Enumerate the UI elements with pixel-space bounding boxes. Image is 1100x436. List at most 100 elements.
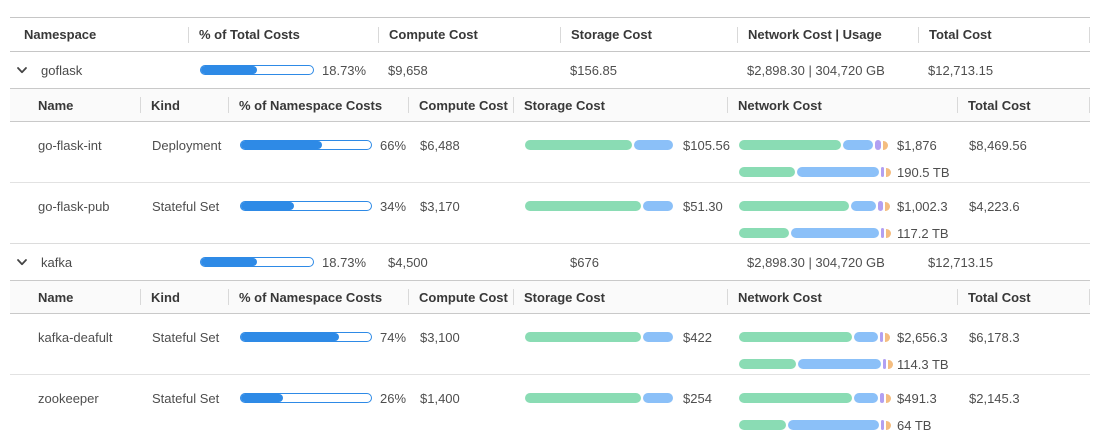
table-header-row: Namespace % of Total Costs Compute Cost … bbox=[10, 17, 1090, 52]
workload-header-row: Name Kind % of Namespace Costs Compute C… bbox=[10, 280, 1090, 314]
namespace-costs-progress-bar bbox=[240, 201, 372, 211]
network-usage-value: 114.3 TB bbox=[897, 356, 949, 372]
column-header-pct-namespace-costs: % of Namespace Costs bbox=[228, 89, 408, 121]
network-cost-value: $491.3 bbox=[897, 390, 937, 406]
storage-cost-value: $105.56 bbox=[683, 137, 730, 153]
namespace-name: goflask bbox=[41, 62, 83, 78]
total-costs-progress-bar bbox=[200, 257, 314, 267]
network-cost-bar-green-segment bbox=[739, 332, 852, 342]
total-cost-value: $4,223.6 bbox=[969, 198, 1020, 214]
compute-cost-value: $6,488 bbox=[420, 137, 460, 153]
namespace-row-kafka[interactable]: kafka 18.73% $4,500 $676 $2,898.30 | 304… bbox=[10, 244, 1090, 280]
workload-kind: Stateful Set bbox=[152, 390, 220, 406]
namespace-cost-table: Namespace % of Total Costs Compute Cost … bbox=[10, 17, 1090, 435]
chevron-down-icon[interactable] bbox=[15, 63, 29, 77]
workload-table: Name Kind % of Namespace Costs Compute C… bbox=[10, 88, 1090, 243]
total-cost-value: $6,178.3 bbox=[969, 329, 1020, 345]
network-cost-bar-blue-segment bbox=[853, 332, 878, 342]
overflow-arrow-icon bbox=[887, 359, 893, 369]
workload-table: Name Kind % of Namespace Costs Compute C… bbox=[10, 280, 1090, 435]
column-header-total-cost: Total Cost bbox=[957, 89, 1090, 121]
network-usage-bar-purple-segment bbox=[881, 228, 884, 238]
overflow-arrow-icon bbox=[886, 228, 891, 238]
namespace-row-goflask[interactable]: goflask 18.73% $9,658 $156.85 $2,898.30 … bbox=[10, 52, 1090, 88]
compute-cost-value: $1,400 bbox=[420, 390, 460, 406]
namespace-costs-percent: 66% bbox=[380, 137, 407, 153]
namespace-group-kafka: kafka 18.73% $4,500 $676 $2,898.30 | 304… bbox=[10, 243, 1090, 435]
storage-cost-bar bbox=[525, 332, 675, 342]
chevron-down-icon[interactable] bbox=[15, 255, 29, 269]
storage-cost-value: $156.85 bbox=[570, 62, 617, 78]
column-header-compute-cost: Compute Cost bbox=[408, 89, 513, 121]
workload-kind: Stateful Set bbox=[152, 198, 220, 214]
network-usage-bar bbox=[739, 420, 891, 430]
network-cost-usage-value: $2,898.30 | 304,720 GB bbox=[747, 62, 885, 78]
column-header-name: Name bbox=[38, 97, 74, 113]
column-header-namespace: Namespace bbox=[24, 27, 97, 42]
network-usage-value: 190.5 TB bbox=[897, 164, 950, 180]
compute-cost-value: $3,100 bbox=[420, 329, 460, 345]
total-costs-percent: 18.73% bbox=[322, 254, 367, 270]
total-cost-value: $12,713.15 bbox=[928, 254, 994, 270]
namespace-costs-progress-bar bbox=[240, 332, 372, 342]
workload-name: go-flask-pub bbox=[38, 198, 110, 214]
column-header-storage-cost: Storage Cost bbox=[513, 89, 727, 121]
storage-bar-blue-segment bbox=[633, 140, 673, 150]
workload-name: kafka-deafult bbox=[38, 329, 113, 345]
network-usage-bar-purple-segment bbox=[881, 420, 884, 430]
storage-cost-bar bbox=[525, 201, 675, 211]
column-header-name: Name bbox=[38, 289, 74, 305]
network-cost-value: $1,002.3 bbox=[897, 198, 948, 214]
storage-cost-value: $676 bbox=[570, 254, 599, 270]
network-cost-bar bbox=[739, 332, 890, 342]
storage-bar-blue-segment bbox=[642, 332, 673, 342]
column-header-compute-cost: Compute Cost bbox=[408, 281, 513, 313]
network-cost-bar-blue-segment bbox=[853, 393, 878, 403]
storage-bar-green-segment bbox=[525, 140, 632, 150]
workload-row-kafka-deafult[interactable]: kafka-deafult Stateful Set 74% $3,100 $4… bbox=[10, 314, 1090, 374]
namespace-costs-progress-bar bbox=[240, 140, 372, 150]
column-header-kind: Kind bbox=[140, 281, 228, 313]
workload-kind: Stateful Set bbox=[152, 329, 220, 345]
network-usage-bar-green-segment bbox=[739, 167, 795, 177]
network-usage-value: 64 TB bbox=[897, 417, 932, 433]
workload-row-zookeeper[interactable]: zookeeper Stateful Set 26% $1,400 $254 bbox=[10, 374, 1090, 435]
namespace-costs-percent: 74% bbox=[380, 329, 407, 345]
storage-bar-green-segment bbox=[525, 201, 641, 211]
overflow-arrow-icon bbox=[884, 201, 890, 211]
overflow-arrow-icon bbox=[886, 420, 891, 430]
column-header-total-cost: Total Cost bbox=[918, 18, 1090, 51]
column-header-storage-cost: Storage Cost bbox=[560, 18, 737, 51]
storage-cost-value: $254 bbox=[683, 390, 712, 406]
network-usage-bar bbox=[739, 167, 891, 177]
network-cost-bar-purple-segment bbox=[879, 332, 883, 342]
network-usage-bar-green-segment bbox=[739, 228, 789, 238]
workload-row-go-flask-int[interactable]: go-flask-int Deployment 66% $6,488 $105.… bbox=[10, 122, 1090, 182]
network-cost-bar-blue-segment bbox=[843, 140, 873, 150]
network-cost-bar-blue-segment bbox=[850, 201, 876, 211]
compute-cost-value: $4,500 bbox=[388, 254, 428, 270]
total-cost-value: $12,713.15 bbox=[928, 62, 994, 78]
storage-cost-value: $422 bbox=[683, 329, 712, 345]
network-usage-bar-blue-segment bbox=[790, 228, 879, 238]
network-usage-bar-blue-segment bbox=[787, 420, 879, 430]
network-usage-bar bbox=[739, 228, 891, 238]
column-header-pct-total-costs: % of Total Costs bbox=[188, 18, 378, 51]
network-cost-value: $2,656.3 bbox=[897, 329, 948, 345]
workload-row-go-flask-pub[interactable]: go-flask-pub Stateful Set 34% $3,170 $51… bbox=[10, 182, 1090, 243]
overflow-arrow-icon bbox=[883, 140, 888, 150]
network-cost-bar bbox=[739, 201, 890, 211]
workload-kind: Deployment bbox=[152, 137, 222, 153]
network-usage-bar-blue-segment bbox=[798, 359, 881, 369]
network-usage-value: 117.2 TB bbox=[897, 225, 949, 241]
namespace-name: kafka bbox=[41, 254, 73, 270]
column-header-network-cost: Network Cost bbox=[727, 89, 957, 121]
storage-bar-green-segment bbox=[525, 393, 641, 403]
column-header-kind: Kind bbox=[140, 89, 228, 121]
compute-cost-value: $3,170 bbox=[420, 198, 460, 214]
network-cost-bar-green-segment bbox=[739, 393, 852, 403]
network-usage-bar-purple-segment bbox=[881, 167, 884, 177]
column-header-network-cost-usage: Network Cost | Usage bbox=[737, 18, 918, 51]
total-costs-progress-bar bbox=[200, 65, 314, 75]
namespace-costs-percent: 34% bbox=[380, 198, 407, 214]
